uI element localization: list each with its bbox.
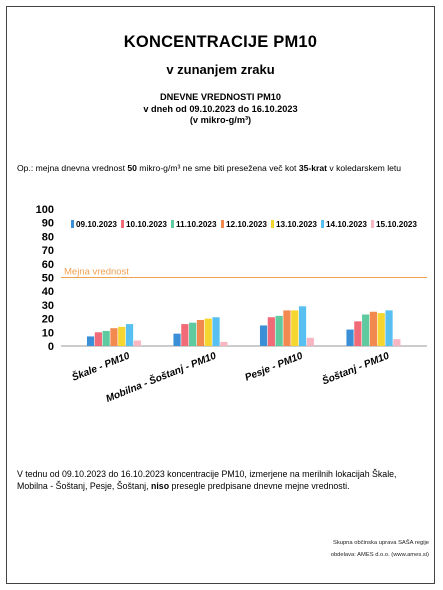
legend-label: 14.10.2023 — [326, 220, 367, 229]
limit-note: Op.: mejna dnevna vrednost 50 mikro-g/m³… — [17, 163, 437, 173]
y-tick-label: 20 — [42, 314, 54, 326]
report-period: DNEVNE VREDNOSTI PM10 v dneh od 09.10.20… — [7, 92, 434, 127]
bar — [125, 324, 134, 346]
legend-swatch — [171, 220, 174, 228]
bar — [204, 318, 212, 346]
legend-label: 13.10.2023 — [276, 220, 317, 229]
report-subtitle: v zunanjem zraku — [166, 62, 275, 77]
y-tick-label: 40 — [42, 286, 54, 298]
y-tick-label: 70 — [42, 245, 54, 257]
footer: Skupna občinska uprava SAŠA regije obdel… — [255, 537, 429, 561]
bar — [220, 341, 228, 346]
y-tick-label: 60 — [42, 259, 54, 271]
legend-label: 11.10.2023 — [176, 220, 217, 229]
y-tick-label: 80 — [42, 231, 54, 243]
report-page: KONCENTRACIJE PM10 v zunanjem zraku DNEV… — [6, 6, 435, 584]
bar — [133, 340, 141, 346]
period-line-3: (v mikro-g/m³) — [189, 115, 252, 125]
bar — [385, 310, 393, 346]
bar — [377, 313, 385, 346]
summary-text-2: presegle predpisane dnevne mejne vrednos… — [169, 480, 350, 491]
legend-label: 12.10.2023 — [226, 220, 267, 229]
note-prefix: Op.: mejna dnevna vrednost — [17, 163, 128, 173]
category-label: Škale - PM10 — [70, 349, 132, 384]
summary-text: V tednu od 09.10.2023 do 16.10.2023 konc… — [17, 469, 427, 492]
legend-swatch — [371, 220, 374, 228]
bar — [181, 324, 189, 346]
y-tick-label: 50 — [42, 273, 54, 285]
legend-swatch — [71, 220, 74, 228]
bar — [275, 315, 283, 346]
bar — [346, 329, 354, 346]
note-suffix: v koledarskem letu — [327, 163, 402, 173]
legend-label: 15.10.2023 — [376, 220, 417, 229]
bar — [283, 310, 291, 346]
bar — [298, 306, 307, 346]
bar — [306, 337, 314, 346]
summary-bold: niso — [150, 480, 170, 491]
footer-line-1: Skupna občinska uprava SAŠA regije — [332, 540, 429, 546]
bar — [393, 339, 401, 346]
y-tick-label: 30 — [42, 300, 54, 312]
legend-swatch — [221, 220, 224, 228]
report-title: KONCENTRACIJE PM10 — [123, 33, 318, 51]
note-times: 35-krat — [298, 163, 328, 173]
legend-label: 09.10.2023 — [76, 220, 117, 229]
y-tick-label: 0 — [48, 341, 54, 353]
legend-label: 10.10.2023 — [126, 220, 167, 229]
note-mid: mikro-g/m³ ne sme biti presežena več kot — [136, 163, 299, 173]
bar — [291, 310, 299, 346]
bar — [369, 311, 378, 346]
summary-text-1: V tednu od 09.10.2023 do 16.10.2023 konc… — [17, 469, 397, 491]
bar — [259, 325, 268, 346]
category-label: Šoštanj - PM10 — [320, 349, 391, 388]
period-line-2: v dneh od 09.10.2023 do 16.10.2023 — [143, 103, 298, 114]
bar — [196, 319, 205, 346]
bar — [94, 332, 102, 346]
category-label: Pesje - PM10 — [244, 350, 305, 383]
legend-swatch — [121, 220, 124, 228]
y-tick-label: 100 — [36, 204, 54, 216]
bar — [102, 330, 110, 346]
period-line-1: DNEVNE VREDNOSTI PM10 — [160, 92, 281, 102]
limit-line-label: Mejna vrednost — [64, 267, 129, 278]
bar — [118, 326, 126, 346]
bar — [189, 322, 197, 346]
bar — [173, 333, 181, 346]
footer-line-2: obdelava: AMES d.o.o. (www.ames.si) — [330, 552, 429, 558]
bar — [267, 317, 275, 346]
bar — [86, 336, 95, 346]
note-limit-value: 50 — [127, 163, 137, 173]
bar — [362, 314, 370, 346]
bar — [354, 321, 362, 346]
y-tick-label: 10 — [42, 327, 54, 339]
legend-swatch — [271, 220, 274, 228]
y-tick-label: 90 — [42, 218, 54, 230]
bar — [212, 317, 220, 346]
legend-swatch — [321, 220, 324, 228]
bar — [110, 328, 118, 346]
